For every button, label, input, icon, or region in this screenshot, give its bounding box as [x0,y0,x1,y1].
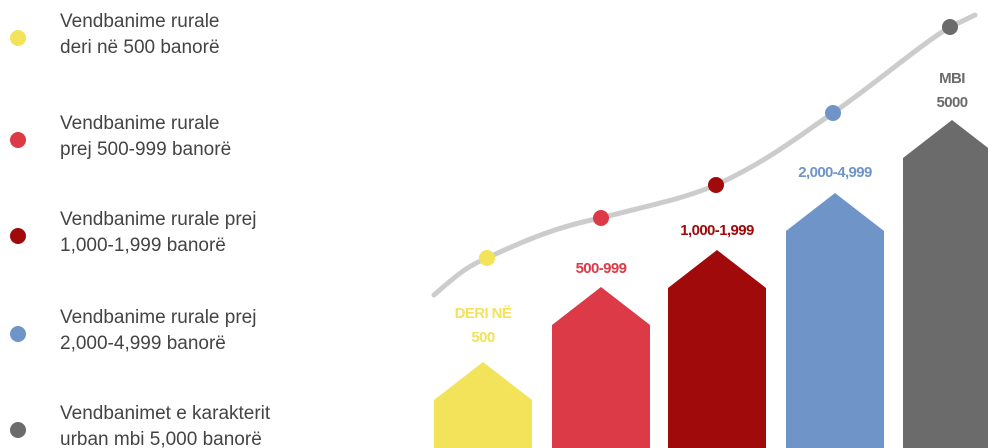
legend-dot [10,30,26,46]
curve-dot [825,105,841,121]
legend-dot [10,228,26,244]
legend-dot [10,422,26,438]
arrow-label: 500 [471,329,494,346]
legend-dot [10,132,26,148]
arrow-bar [434,362,532,448]
legend-dot [10,326,26,342]
arrow-bar [786,193,884,448]
arrow-bar [668,250,766,448]
legend-text: Vendbanime rurale [60,113,220,134]
legend-text: Vendbanime rurale prej [60,307,256,328]
legend-text: Vendbanimet e karakterit [60,403,271,424]
arrow-bar [903,120,988,448]
legend-text: 2,000-4,999 banorë [60,333,226,354]
legend-text: urban mbi 5,000 banorë [60,429,262,448]
arrow-label: DERI NË [455,305,512,322]
legend-text: prej 500-999 banorë [60,139,231,160]
arrow-label: 2,000-4,999 [798,164,872,181]
arrow-label: MBI [939,70,965,87]
legend-text: Vendbanime rurale prej [60,209,256,230]
arrow-label: 500-999 [576,260,627,277]
curve-dot [942,19,958,35]
curve-dot [479,250,495,266]
legend-text: 1,000-1,999 banorë [60,235,226,256]
curve-dot [593,210,609,226]
curve-dot [708,177,724,193]
arrow-bar [552,287,650,448]
arrow-label: 1,000-1,999 [680,222,754,239]
legend-text: deri në 500 banorë [60,37,220,58]
arrow-label: 5000 [937,94,968,111]
legend-text: Vendbanime rurale [60,11,220,32]
growth-curve [431,12,978,298]
